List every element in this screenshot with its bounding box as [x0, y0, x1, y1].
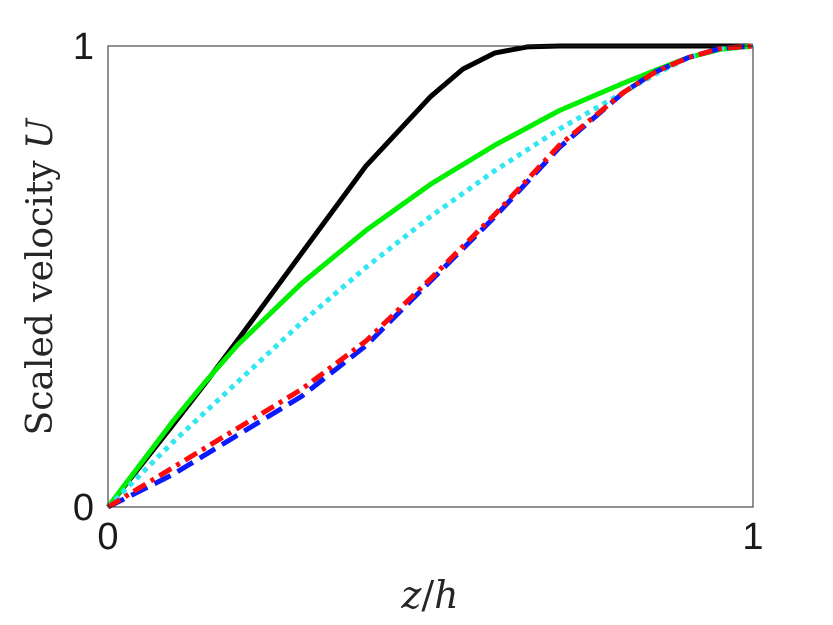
y-axis-label: Scaled velocity U	[20, 117, 61, 435]
x-axis-label-var1: z	[400, 573, 422, 617]
series-line-4	[106, 43, 754, 510]
y-tick-label: 1	[73, 26, 94, 68]
plot-frame	[107, 45, 754, 508]
x-tick-label: 0	[97, 516, 118, 558]
tick-layer: 0 1 0 1	[73, 26, 764, 558]
series-line-3	[106, 43, 754, 509]
y-axis-label-text: Scaled velocity	[20, 149, 61, 435]
y-axis-label-var: U	[20, 117, 61, 149]
x-axis-label-var2: h	[434, 573, 458, 617]
x-axis-label: z/h	[400, 573, 458, 617]
x-axis-label-sep: /	[421, 573, 434, 617]
y-tick-label: 0	[73, 487, 94, 529]
series-line-5	[106, 43, 754, 510]
x-tick-label: 1	[742, 516, 763, 558]
